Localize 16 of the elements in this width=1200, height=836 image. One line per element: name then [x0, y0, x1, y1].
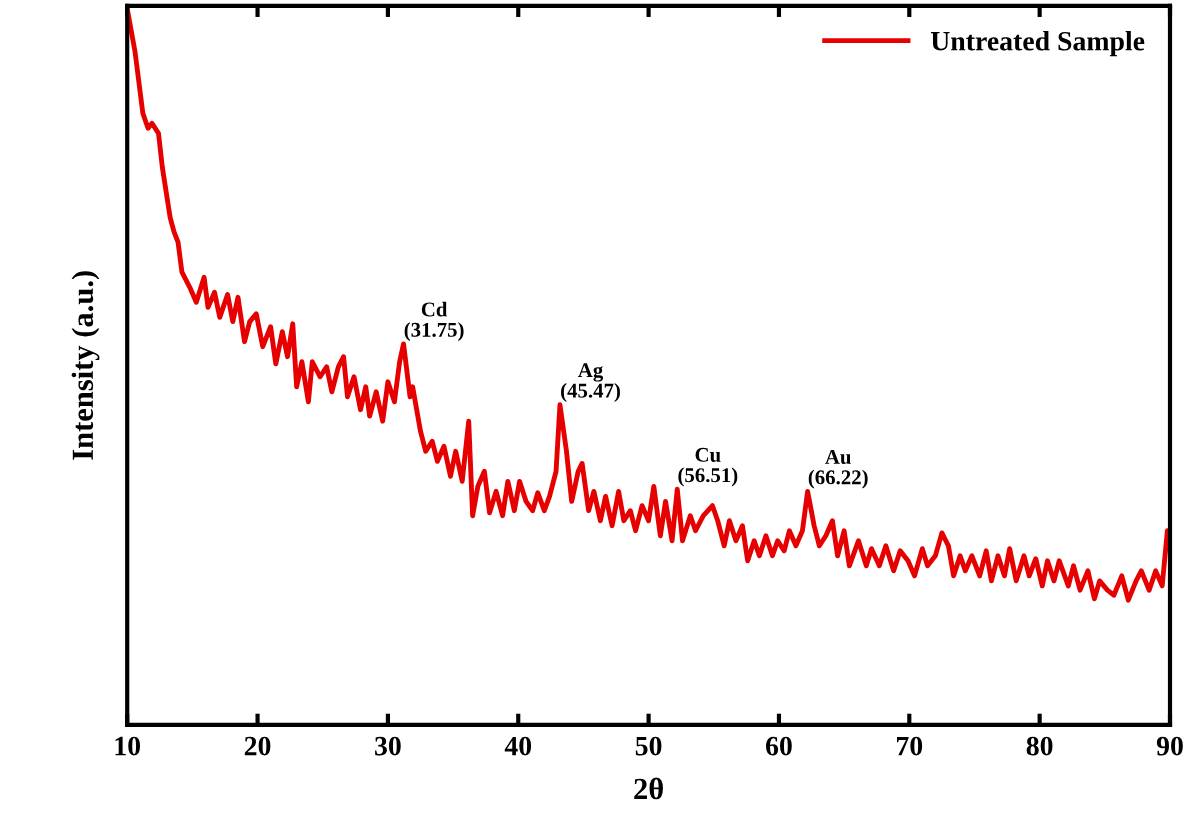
x-axis-title: 2θ: [634, 777, 663, 800]
annotation: Cu (56.51): [678, 447, 738, 487]
x-tick-label: 10: [115, 736, 141, 756]
annotation: Au (66.22): [808, 450, 868, 489]
x-tick-label: 60: [766, 736, 792, 756]
x-tick-label: 20: [244, 736, 271, 756]
x-tick-label: 80: [1026, 736, 1053, 756]
annotation: Ag (45.47): [561, 363, 620, 402]
x-tick-label: 50: [635, 736, 662, 756]
x-tick-label: 40: [504, 736, 532, 756]
annotation: Cd (31.75): [404, 301, 464, 342]
x-tick-label: 90: [1156, 736, 1183, 756]
y-axis-title: Intensity (a.u.): [71, 271, 100, 460]
x-tick-label: 30: [375, 736, 401, 756]
x-tick-label: 70: [897, 736, 923, 756]
legend-label: Untreated Sample: [930, 31, 1145, 57]
